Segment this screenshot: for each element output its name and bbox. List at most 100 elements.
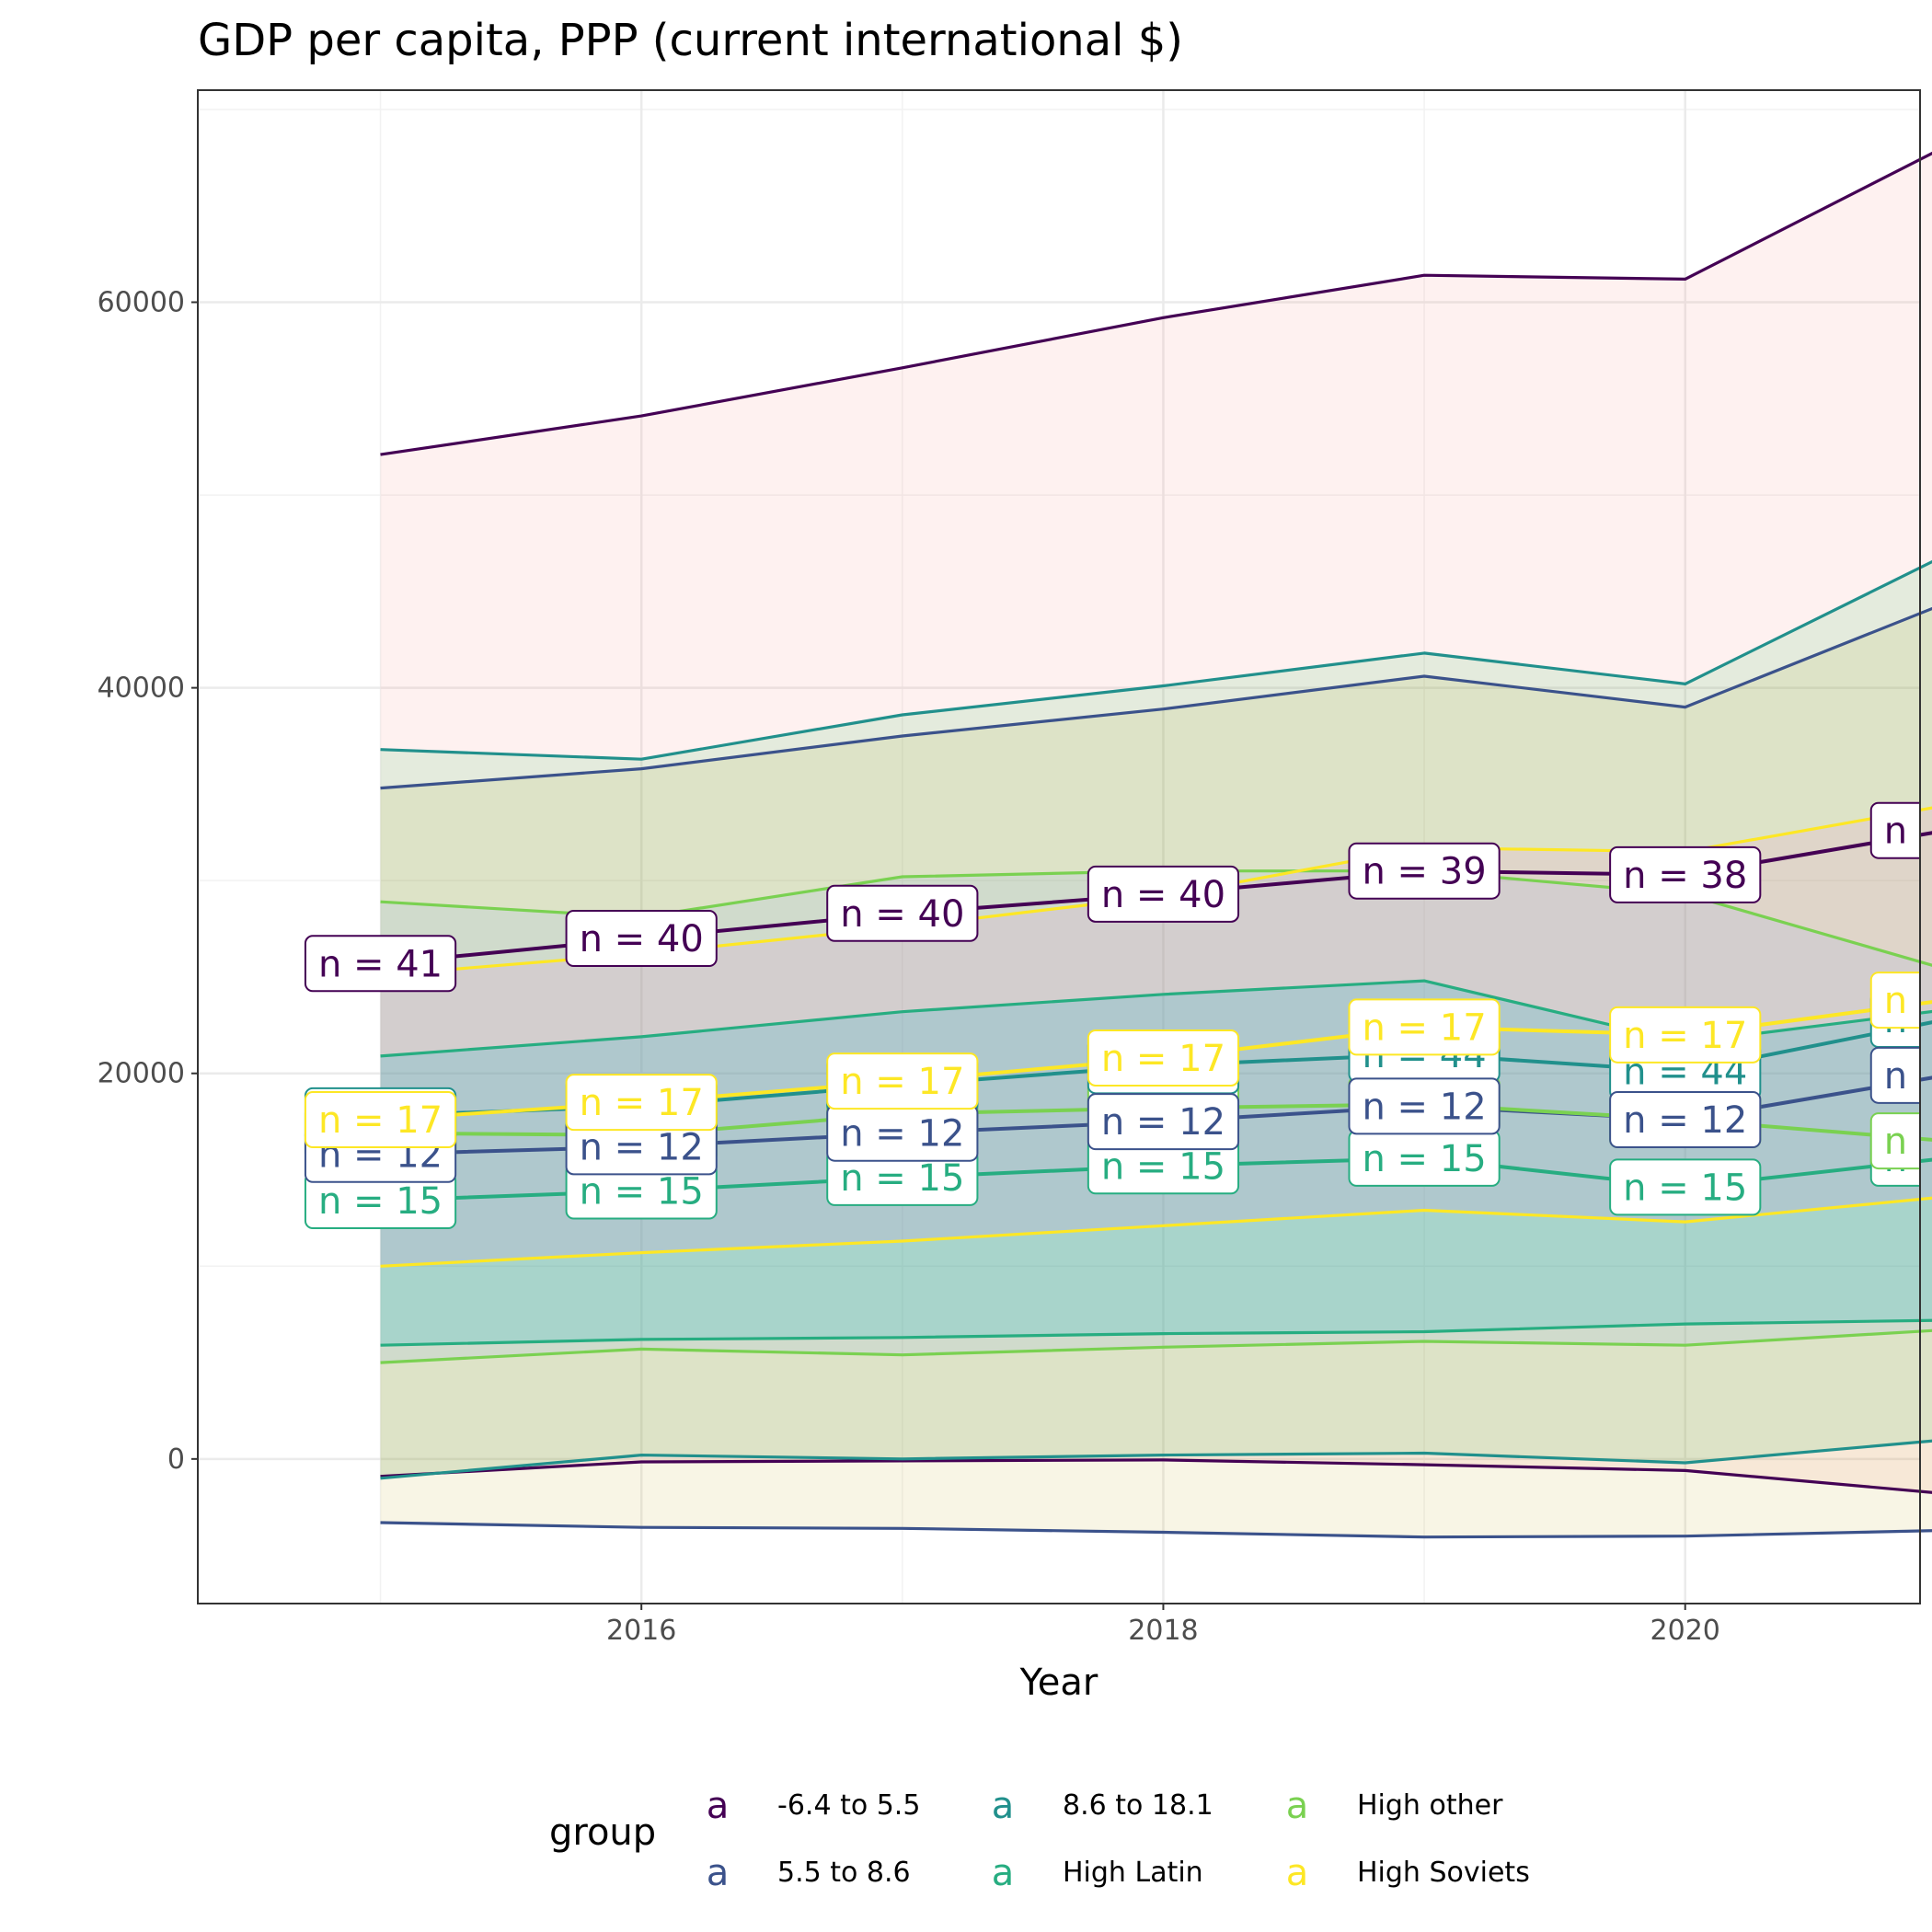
n-label-series-5: n = 17 bbox=[1609, 1006, 1762, 1064]
n-label-text: n = 38 bbox=[1623, 855, 1747, 897]
n-label-box bbox=[1087, 1029, 1240, 1087]
n-label-series-0: n = 35 bbox=[1869, 801, 1932, 859]
n-label-text: n = 39 bbox=[1362, 851, 1486, 893]
y-tick-label: 20000 bbox=[98, 1058, 185, 1090]
n-label-box bbox=[565, 910, 718, 968]
x-tick-label: 2020 bbox=[1650, 1615, 1720, 1647]
line-lower-series-2 bbox=[380, 1439, 1932, 1480]
legend-key-0: a bbox=[707, 1785, 730, 1827]
n-labels: n = 15n = 15n = 15n = 15n = 15n = 15n = … bbox=[304, 801, 1932, 1230]
legend-label-2: 8.6 to 18.1 bbox=[1063, 1789, 1213, 1822]
n-label-text: n = 15 bbox=[1623, 1167, 1747, 1209]
n-label-series-3: n = 15 bbox=[1348, 1129, 1501, 1187]
n-label-box bbox=[1609, 1091, 1762, 1149]
chart-title: GDP per capita, PPP (current internation… bbox=[198, 15, 1183, 66]
n-label-series-1: n = 12 bbox=[826, 1104, 979, 1162]
n-label-box bbox=[1869, 1112, 1920, 1170]
legend-label-3: High Latin bbox=[1063, 1857, 1203, 1889]
n-label-box bbox=[1609, 1006, 1762, 1064]
n-label-series-0: n = 41 bbox=[304, 935, 457, 993]
n-label-box bbox=[826, 1052, 979, 1110]
n-label-series-1: n = 12 bbox=[1087, 1093, 1240, 1151]
n-label-series-5: n = 17 bbox=[565, 1074, 718, 1132]
line-upper-series-0 bbox=[380, 151, 1932, 456]
minor-gridlines bbox=[198, 90, 1920, 1604]
n-label-text: n = 15 bbox=[580, 1171, 704, 1213]
band-series-2 bbox=[380, 561, 1932, 1478]
n-label-text: n = 40 bbox=[580, 918, 704, 960]
n-label-box bbox=[1609, 845, 1762, 903]
n-label-text: n = 12 bbox=[580, 1126, 704, 1168]
n-label-series-0: n = 40 bbox=[826, 884, 979, 942]
n-label-text: n = 40 bbox=[1101, 874, 1225, 916]
n-label-text: n = 35 bbox=[1884, 811, 1932, 853]
n-label-series-0: n = 39 bbox=[1348, 842, 1501, 900]
n-label-series-5: n = 17 bbox=[1087, 1029, 1240, 1087]
n-label-series-3: n = 15 bbox=[565, 1162, 718, 1220]
y-tick-label: 40000 bbox=[98, 673, 185, 705]
n-label-series-1: n = 34 bbox=[1869, 1046, 1932, 1104]
x-axis: 2016 2018 2020 bbox=[606, 1604, 1720, 1647]
n-label-text: n = 15 bbox=[1101, 1145, 1225, 1188]
n-label-series-3: n = 15 bbox=[304, 1172, 457, 1230]
n-label-text: n = 17 bbox=[1101, 1038, 1225, 1080]
n-label-box bbox=[1348, 842, 1501, 900]
y-tick-label: 60000 bbox=[98, 287, 185, 319]
legend-key-1: a bbox=[707, 1852, 730, 1894]
n-label-text: n = 17 bbox=[580, 1082, 704, 1124]
n-label-text: n = 41 bbox=[318, 943, 443, 985]
n-label-series-3: n = 15 bbox=[1609, 1158, 1762, 1216]
legend-title: group bbox=[549, 1811, 656, 1854]
n-label-series-1: n = 12 bbox=[565, 1118, 718, 1176]
n-label-text: n = 17 bbox=[1623, 1015, 1747, 1057]
n-label-box bbox=[826, 884, 979, 942]
legend: group a -6.4 to 5.5 a 5.5 to 8.6 a 8.6 to 18.… bbox=[549, 1785, 1530, 1894]
n-label-text: n = 15 bbox=[318, 1180, 443, 1223]
legend-label-4: High other bbox=[1357, 1789, 1503, 1822]
n-label-series-1: n = 12 bbox=[1348, 1077, 1501, 1135]
legend-key-5: a bbox=[1286, 1852, 1309, 1894]
n-label-text: n = 17 bbox=[1362, 1006, 1486, 1049]
n-label-text: n = 17 bbox=[840, 1061, 964, 1103]
y-tick-label: 0 bbox=[167, 1443, 185, 1476]
n-label-text: n = 34 bbox=[1884, 1055, 1932, 1098]
ribbon-bands bbox=[380, 153, 1932, 1537]
n-label-box bbox=[565, 1074, 718, 1132]
n-label-series-0: n = 38 bbox=[1609, 845, 1762, 903]
n-label-box bbox=[1869, 1046, 1920, 1104]
n-label-series-3: n = 15 bbox=[826, 1148, 979, 1206]
n-label-series-5: n = 17 bbox=[826, 1052, 979, 1110]
n-label-box bbox=[1869, 801, 1920, 859]
n-label-series-4: n = 11 bbox=[1869, 1112, 1932, 1170]
n-label-box bbox=[1348, 1077, 1501, 1135]
n-label-text: n = 15 bbox=[1362, 1138, 1486, 1180]
n-label-series-0: n = 40 bbox=[1087, 865, 1240, 923]
legend-label-1: 5.5 to 8.6 bbox=[777, 1857, 911, 1889]
legend-label-5: High Soviets bbox=[1357, 1857, 1530, 1889]
n-label-text: n = 12 bbox=[1362, 1086, 1486, 1128]
n-label-series-5: n = 17 bbox=[304, 1091, 457, 1149]
n-label-series-5: n = 17 bbox=[1348, 998, 1501, 1056]
legend-key-3: a bbox=[992, 1852, 1015, 1894]
n-label-text: n = 12 bbox=[840, 1113, 964, 1156]
line-lower-series-0 bbox=[380, 1458, 1932, 1494]
line-upper-series-2 bbox=[380, 559, 1932, 761]
n-label-text: n = 11 bbox=[1884, 1121, 1932, 1163]
n-label-box bbox=[1348, 998, 1501, 1056]
x-axis-title: Year bbox=[1019, 1662, 1098, 1704]
n-label-text: n = 15 bbox=[840, 1157, 964, 1200]
n-label-box bbox=[304, 935, 457, 993]
n-label-box bbox=[1087, 865, 1240, 923]
n-label-text: n = 17 bbox=[318, 1099, 443, 1142]
n-label-text: n = 12 bbox=[1623, 1099, 1747, 1142]
n-label-series-3: n = 15 bbox=[1087, 1137, 1240, 1195]
n-label-series-1: n = 12 bbox=[1609, 1091, 1762, 1149]
n-label-series-5: n = 16 bbox=[1869, 972, 1932, 1029]
n-label-text: n = 16 bbox=[1884, 980, 1932, 1022]
line-upper-series-1 bbox=[380, 606, 1932, 790]
y-axis: 0 20000 40000 60000 bbox=[98, 287, 198, 1476]
x-tick-label: 2016 bbox=[606, 1615, 676, 1647]
n-label-text: n = 40 bbox=[840, 893, 964, 936]
band-series-0 bbox=[380, 153, 1932, 1493]
